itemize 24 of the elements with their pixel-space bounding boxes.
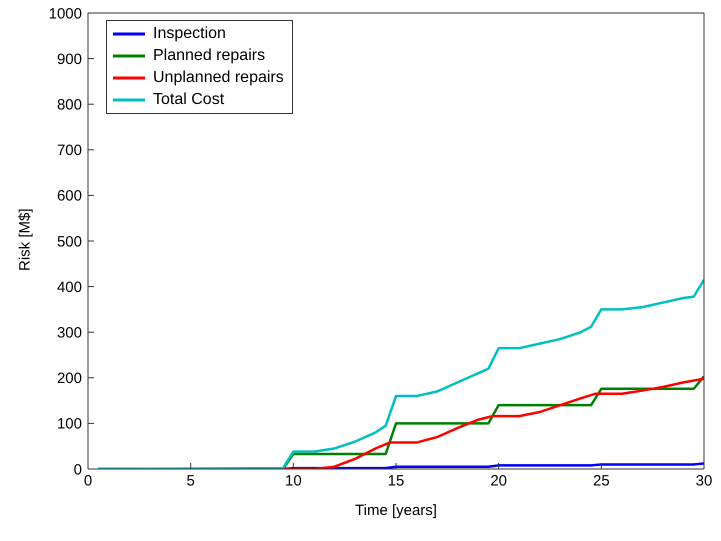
x-axis-title: Time [years] [355,502,437,519]
x-tick-label: 15 [388,472,404,490]
y-tick-label: 800 [56,96,82,114]
y-tick-label: 200 [56,370,82,388]
y-tick-label: 500 [56,233,82,250]
legend-label: Inspection [153,24,226,44]
x-tick-label: 30 [696,472,712,490]
y-tick-label: 600 [56,188,82,205]
y-tick-label: 300 [56,324,82,342]
legend-label: Unplanned repairs [153,68,284,88]
x-tick-label: 20 [490,472,508,490]
y-tick-label: 400 [56,278,82,296]
y-tick-label: 0 [74,461,82,478]
y-tick-label: 700 [56,142,82,160]
y-tick-label: 1000 [48,5,82,22]
line-series [97,278,704,469]
y-tick-label: 100 [56,416,82,433]
legend-label: Planned repairs [153,46,266,66]
x-tick-label: 5 [186,472,195,490]
x-tick-label: 25 [592,472,610,490]
x-tick-label: 10 [284,472,302,490]
y-axis-title: Risk [M$] [16,208,34,271]
y-tick-label: 900 [56,50,82,68]
legend-label: Total Cost [153,90,224,110]
